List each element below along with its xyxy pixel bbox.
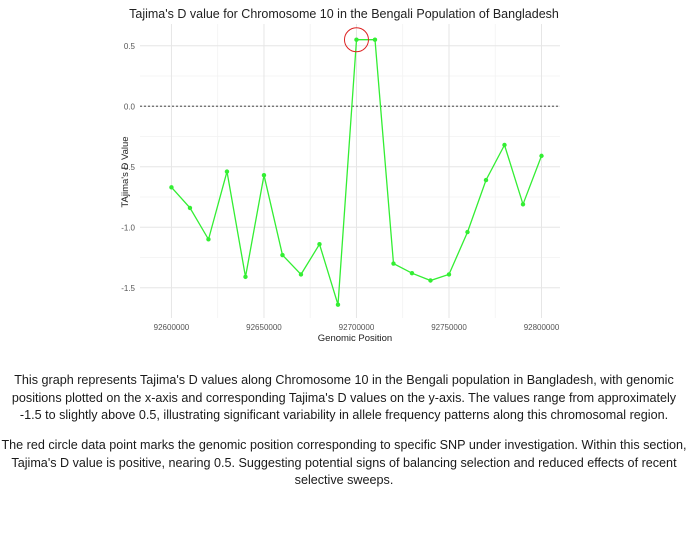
tajimas-d-line-chart: 92600000 92650000 92700000 92750000 92800000… (120, 7, 560, 344)
y-tick-label: -1.0 (121, 223, 135, 232)
series-points-layer (169, 27, 544, 307)
x-tick-label: 92800000 (524, 323, 560, 332)
x-tick-label: 92750000 (431, 323, 467, 332)
data-point (169, 185, 174, 190)
data-point (446, 272, 452, 277)
caption-paragraph-2: The red circle data point marks the geno… (1, 438, 687, 487)
data-point (335, 302, 341, 307)
x-tick-label: 92600000 (154, 323, 190, 332)
data-point (280, 252, 285, 258)
data-point (298, 272, 304, 277)
data-point (409, 271, 415, 276)
y-tick-label: -1.5 (121, 284, 135, 293)
x-tick-label: 92700000 (339, 323, 375, 332)
y-tick-label: 0.5 (124, 42, 136, 51)
y-tick-label: 0.0 (124, 102, 136, 111)
chart-title: Tajima's D value for Chromosome 10 in th… (129, 7, 559, 21)
data-point (243, 274, 248, 280)
highlight-circle (343, 27, 369, 53)
data-point (391, 261, 396, 266)
x-tick-label: 92650000 (246, 323, 282, 332)
data-point (224, 169, 230, 174)
data-point (261, 173, 267, 178)
data-point (187, 205, 193, 211)
data-point (520, 202, 526, 207)
y-tick-label: -0.5 (121, 163, 135, 172)
data-point (502, 142, 507, 148)
x-axis-label: Genomic Position (318, 333, 392, 344)
y-axis-label: TAjima's D Value (120, 136, 131, 207)
data-point (354, 37, 359, 42)
chart-area: 92600000 92650000 92700000 92750000 92800000… (120, 7, 560, 344)
data-point (539, 153, 544, 159)
data-point (428, 278, 433, 283)
data-point (317, 241, 322, 247)
grid-lines (140, 24, 560, 318)
data-point (465, 229, 470, 235)
caption-paragraph-1: This graph represents Tajima's D values … (11, 373, 677, 422)
data-point (483, 177, 489, 183)
axis-labels-layer: 92600000 92650000 92700000 92750000 92800000… (121, 42, 560, 332)
data-point (372, 37, 378, 42)
data-point (206, 237, 211, 242)
